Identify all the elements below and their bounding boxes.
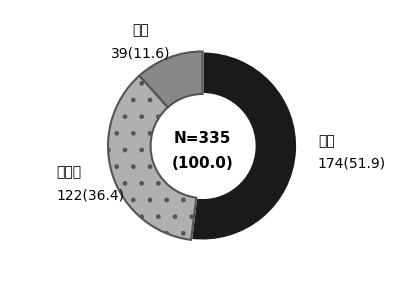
Text: 모른다: 모른다 — [56, 166, 81, 180]
Wedge shape — [140, 51, 203, 107]
Text: N=335: N=335 — [174, 131, 231, 146]
Text: 122(36.4): 122(36.4) — [56, 188, 124, 202]
Text: (100.0): (100.0) — [172, 156, 234, 171]
Wedge shape — [191, 51, 297, 241]
Text: 없다: 없다 — [318, 134, 335, 148]
Text: 39(11.6): 39(11.6) — [112, 46, 171, 60]
Text: 있다: 있다 — [133, 24, 149, 38]
Text: 174(51.9): 174(51.9) — [318, 156, 386, 170]
Wedge shape — [108, 76, 196, 240]
